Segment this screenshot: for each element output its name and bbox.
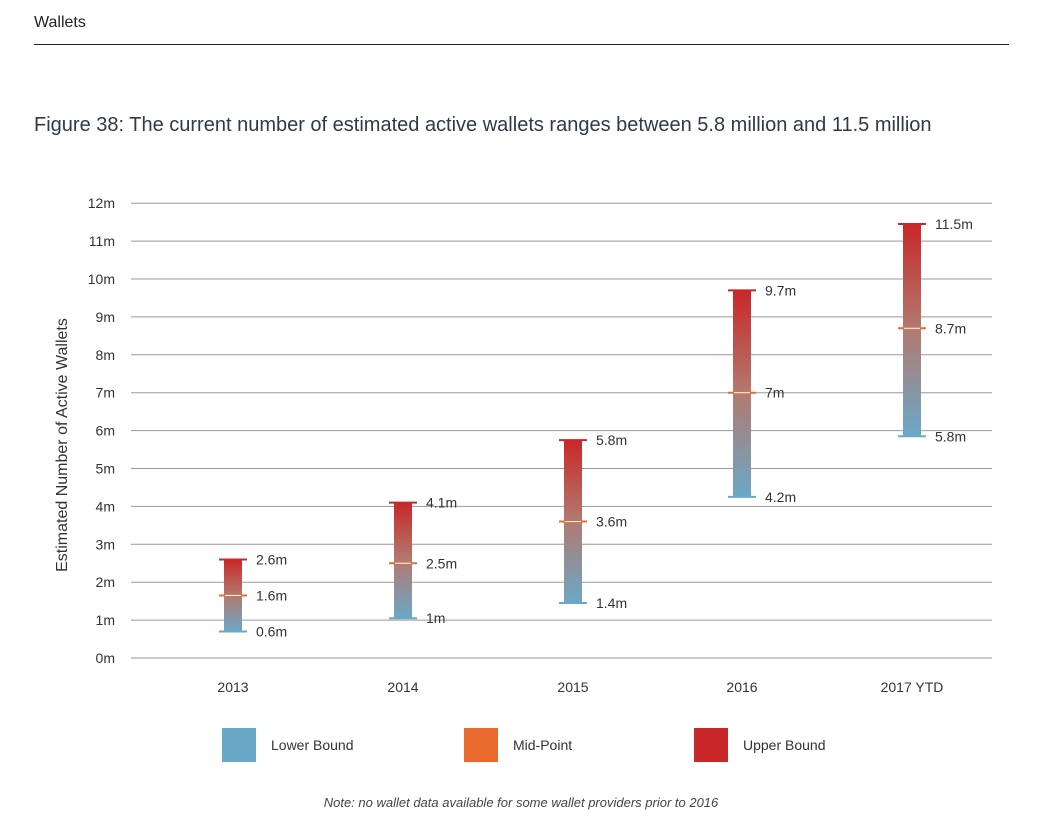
x-category-label: 2017 YTD	[881, 679, 944, 695]
chart-note: Note: no wallet data available for some …	[323, 795, 719, 810]
lower-bound-label: 1.4m	[596, 595, 627, 611]
figure-title: Figure 38: The current number of estimat…	[34, 114, 932, 136]
legend-label: Mid-Point	[513, 737, 573, 753]
legend-item-lower-bound: Lower Bound	[222, 728, 354, 762]
range-bar	[903, 224, 921, 437]
y-tick-label: 7m	[96, 385, 115, 401]
x-category-label: 2013	[217, 679, 248, 695]
upper-bound-label: 9.7m	[765, 282, 796, 298]
mid-point-label: 1.6m	[256, 587, 287, 603]
upper-bound-label: 11.5m	[935, 216, 973, 232]
lower-bound-label: 0.6m	[256, 623, 287, 639]
legend-label: Lower Bound	[271, 737, 354, 753]
header-rule	[34, 44, 1009, 45]
y-tick-label: 2m	[96, 574, 115, 590]
y-tick-label: 12m	[88, 195, 115, 211]
legend-item-upper-bound: Upper Bound	[694, 728, 826, 762]
lower-bound-label: 4.2m	[765, 489, 796, 505]
y-tick-label: 8m	[96, 347, 115, 363]
legend-item-mid-point: Mid-Point	[464, 728, 572, 762]
y-tick-label: 0m	[96, 650, 115, 666]
x-category-label: 2016	[726, 679, 757, 695]
range-bar	[394, 502, 412, 619]
mid-point-label: 3.6m	[596, 514, 627, 530]
mid-point-label: 7m	[765, 385, 784, 401]
range-chart: 0m 1m 2m 3m 4m 5m 6m 7m 8m 9m 10m 11m 12m 2.6m 1.6m 0.…	[54, 195, 992, 695]
y-tick-label: 10m	[88, 271, 115, 287]
legend-swatch-mid	[464, 728, 498, 762]
y-tick-label: 6m	[96, 423, 115, 439]
lower-bound-label: 1m	[426, 610, 445, 626]
x-category-label: 2014	[387, 679, 418, 695]
upper-bound-label: 2.6m	[256, 551, 287, 567]
y-tick-label: 3m	[96, 536, 115, 552]
mid-point-label: 8.7m	[935, 320, 966, 336]
lower-bound-label: 5.8m	[935, 428, 966, 444]
upper-bound-label: 4.1m	[426, 495, 457, 511]
mid-point-label: 2.5m	[426, 555, 457, 571]
y-tick-label: 9m	[96, 309, 115, 325]
legend: Lower Bound Mid-Point Upper Bound	[0, 728, 1042, 762]
legend-swatch-lower	[222, 728, 256, 762]
y-tick-label: 1m	[96, 612, 115, 628]
section-header: Wallets	[34, 14, 86, 31]
upper-bound-label: 5.8m	[596, 432, 627, 448]
y-tick-label: 5m	[96, 461, 115, 477]
legend-label: Upper Bound	[743, 737, 826, 753]
grid-layer: 0m 1m 2m 3m 4m 5m 6m 7m 8m 9m 10m 11m 12m	[88, 195, 992, 666]
y-tick-label: 11m	[89, 233, 115, 249]
bar-layer: 2.6m 1.6m 0.6m 2013 4.1m 2.5m 1m 2014 5.8m 3.6m 1.…	[217, 216, 972, 695]
y-tick-label: 4m	[96, 498, 115, 514]
legend-swatch-upper	[694, 728, 728, 762]
x-category-label: 2015	[557, 679, 588, 695]
y-axis-label: Estimated Number of Active Wallets	[54, 318, 71, 572]
